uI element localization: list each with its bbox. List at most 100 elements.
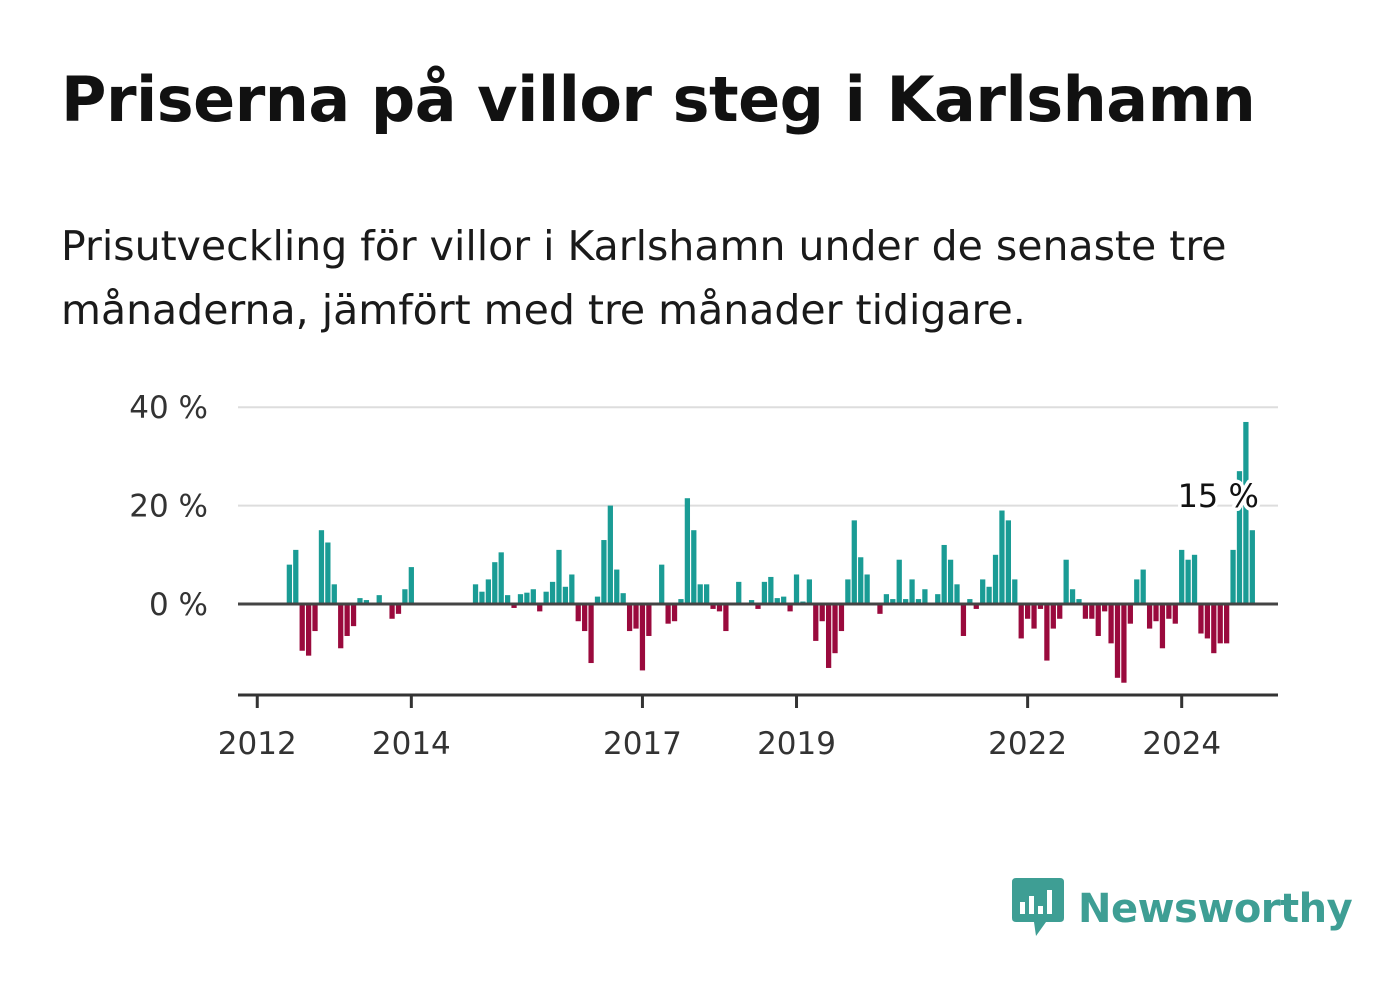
bar <box>704 584 710 604</box>
bar <box>954 584 960 604</box>
bar <box>851 520 857 604</box>
bar <box>1037 604 1044 609</box>
bar <box>408 567 414 604</box>
bar <box>748 600 755 604</box>
bar <box>819 604 825 622</box>
bar <box>858 557 864 604</box>
bar <box>511 604 517 608</box>
bar <box>286 564 292 604</box>
bar <box>710 604 716 609</box>
bar <box>1044 604 1050 661</box>
bar <box>1005 520 1011 604</box>
bar <box>1249 530 1255 604</box>
bar <box>299 604 305 651</box>
bar <box>806 579 812 604</box>
bar <box>505 595 511 604</box>
bar <box>1069 589 1076 604</box>
bar <box>1211 604 1217 654</box>
bar <box>293 549 299 604</box>
bar <box>684 498 691 604</box>
bar <box>678 599 684 604</box>
bar <box>620 593 626 604</box>
bar <box>768 576 774 604</box>
bar <box>1172 604 1178 624</box>
bar <box>890 599 896 604</box>
bar <box>1127 604 1133 624</box>
y-axis-labels: 40 % 20 % 0 % <box>129 390 208 623</box>
bars <box>286 421 1255 683</box>
bar <box>1031 604 1037 629</box>
bar <box>1102 604 1108 612</box>
bar <box>787 604 793 612</box>
bar <box>1018 604 1024 639</box>
bar <box>1050 604 1056 629</box>
bar <box>402 589 408 604</box>
bar <box>883 594 890 604</box>
bar <box>1230 549 1236 604</box>
bar <box>517 594 524 604</box>
bar <box>569 574 575 604</box>
bar <box>492 562 498 604</box>
bar <box>376 595 382 604</box>
chart-title: Priserna på villor steg i Karlshamn <box>61 63 1256 136</box>
bar <box>588 604 594 664</box>
bar <box>543 591 549 604</box>
bar <box>331 584 337 604</box>
bar <box>1166 604 1172 619</box>
bar <box>755 604 761 609</box>
bar <box>338 604 344 649</box>
bar <box>896 559 902 604</box>
bar <box>659 564 665 604</box>
bar <box>986 586 992 604</box>
bar <box>941 544 947 604</box>
bar <box>344 604 350 636</box>
bar <box>1153 604 1159 622</box>
bar <box>1025 604 1031 619</box>
bar <box>1108 604 1114 644</box>
gridlines <box>238 406 1278 507</box>
annotation: 15 %15 % <box>1174 474 1262 519</box>
bar <box>524 592 530 604</box>
bar <box>864 574 870 604</box>
bar <box>825 604 832 668</box>
bar <box>723 604 729 632</box>
bar <box>556 549 562 604</box>
bar <box>1082 604 1089 619</box>
brand-name: Newsworthy <box>1078 886 1353 932</box>
y-tick-label: 0 % <box>149 587 208 623</box>
x-tick-label: 2022 <box>988 726 1067 762</box>
bar <box>832 604 838 654</box>
annotation-halo: 15 % <box>1178 477 1259 515</box>
bar <box>845 579 851 604</box>
bar <box>1063 559 1069 604</box>
bar <box>999 510 1005 604</box>
bar <box>736 581 742 604</box>
bar <box>947 559 954 604</box>
bar <box>1076 599 1082 604</box>
bar <box>498 552 504 604</box>
bar <box>980 579 986 604</box>
bar <box>813 604 819 641</box>
bar <box>973 604 979 609</box>
bar <box>479 591 485 604</box>
bar <box>549 581 556 604</box>
bar <box>1057 604 1063 619</box>
bar <box>838 604 845 632</box>
bar <box>697 584 703 604</box>
newsworthy-brand: Newsworthy <box>1012 878 1353 940</box>
bar <box>1224 604 1230 644</box>
chart-subtitle: Prisutveckling för villor i Karlshamn un… <box>61 222 1227 334</box>
bar <box>1095 604 1101 636</box>
bar <box>665 604 671 624</box>
bar <box>357 598 363 604</box>
bar <box>1121 604 1127 683</box>
bar <box>935 594 941 604</box>
bar <box>1114 604 1121 678</box>
bar <box>363 600 370 604</box>
bar <box>1185 559 1191 604</box>
bar <box>318 530 325 604</box>
bar <box>1089 604 1095 619</box>
bar <box>1236 471 1243 604</box>
bar <box>1198 604 1204 634</box>
